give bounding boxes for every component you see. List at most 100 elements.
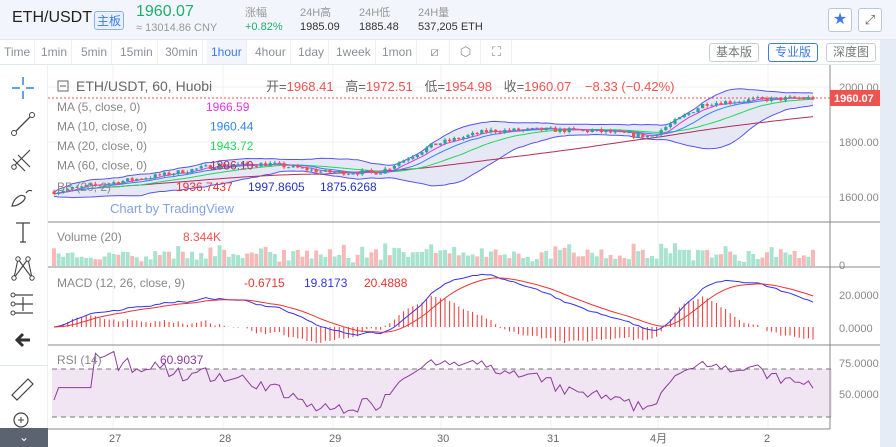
candle-body: [701, 104, 705, 109]
study-value: 1943.72: [210, 139, 254, 153]
volume-bar: [645, 258, 650, 266]
interval-time[interactable]: Time: [0, 40, 36, 64]
candle-body: [448, 139, 452, 141]
ma20-line: [53, 98, 814, 195]
chart-style-icon[interactable]: ⧄: [420, 40, 450, 64]
volume-bar: [530, 261, 535, 266]
collapse-legend-icon[interactable]: [57, 80, 69, 92]
measure-icon[interactable]: [8, 289, 38, 319]
collapse-toolbar-button[interactable]: ⌄: [0, 428, 48, 447]
interval-30min[interactable]: 30min: [161, 40, 203, 64]
legend-low: 1954.98: [445, 79, 492, 94]
back-arrow-icon[interactable]: [8, 325, 38, 355]
volume-bar: [346, 258, 351, 266]
view-depth-button[interactable]: 深度图: [826, 43, 877, 62]
volume-bar: [139, 261, 144, 266]
crosshair-icon[interactable]: [8, 73, 38, 103]
candle-body: [70, 187, 74, 190]
candle-body: [296, 165, 300, 168]
volume-bar: [392, 247, 397, 266]
text-icon[interactable]: [8, 217, 38, 247]
pitchfork-icon[interactable]: [8, 145, 38, 175]
zoom-in-icon[interactable]: [8, 408, 38, 438]
volume-bar: [558, 249, 562, 266]
volume-bar: [360, 246, 365, 266]
volume-bar: [760, 257, 765, 266]
view-basic-button[interactable]: 基本版: [709, 43, 760, 62]
signal-line: [53, 277, 814, 333]
candle-body: [208, 165, 212, 169]
candle-body: [563, 128, 567, 133]
interval-1week[interactable]: 1week: [332, 40, 376, 64]
interval-1day[interactable]: 1day: [294, 40, 330, 64]
volume-bar: [737, 260, 742, 266]
interval-4hour[interactable]: 4hour: [251, 40, 291, 64]
candle-body: [420, 152, 424, 155]
candle-body: [696, 108, 700, 113]
candle-body: [195, 168, 199, 170]
legend-close: 1960.07: [524, 79, 571, 94]
bb-value: 1997.8605: [248, 180, 305, 194]
board-badge: 主板: [94, 11, 125, 30]
volume-bar: [226, 256, 231, 266]
macd-hist-value: -0.6715: [244, 276, 285, 290]
star-icon[interactable]: ★: [828, 8, 852, 32]
volume-bar: [190, 251, 194, 266]
candle-body: [724, 101, 728, 105]
candle-body: [471, 132, 475, 136]
expand-icon[interactable]: ⤢: [858, 8, 882, 32]
volume-bar: [438, 250, 443, 266]
interval-15min[interactable]: 15min: [116, 40, 158, 64]
legend-high: 1972.51: [366, 79, 413, 94]
candle-body: [622, 131, 626, 133]
candle-body: [218, 164, 222, 169]
volume-bar: [456, 255, 461, 266]
volume-bar: [567, 244, 572, 266]
volume-bar: [705, 250, 710, 266]
brush-icon[interactable]: [8, 181, 38, 211]
rsi-line: [53, 350, 814, 415]
interval-5min[interactable]: 5min: [77, 40, 113, 64]
candle-body: [788, 96, 792, 98]
volume-bar: [351, 262, 355, 266]
settings-hexagon-icon[interactable]: ⬡: [451, 40, 481, 64]
screenshot-icon[interactable]: ⛶: [482, 40, 512, 64]
volume-bar: [300, 256, 305, 266]
price-tick: 1800.00: [839, 137, 879, 149]
pattern-icon[interactable]: [8, 253, 38, 283]
price-chart[interactable]: 2000.00 1800.00 1600.00 1960.07 0 20.000…: [48, 65, 880, 447]
candle-body: [346, 173, 350, 175]
interval-1mon[interactable]: 1mon: [378, 40, 418, 64]
volume-bar: [650, 256, 654, 266]
volume-bar: [121, 251, 125, 266]
volume-bar: [328, 249, 332, 266]
candle-body: [268, 163, 272, 167]
volume-bar: [691, 260, 696, 266]
interval-1min[interactable]: 1min: [37, 40, 73, 64]
candle-body: [705, 104, 709, 106]
trend-line-icon[interactable]: [8, 109, 38, 139]
volume-bar: [654, 258, 659, 266]
candle-body: [443, 139, 447, 144]
candle-body: [356, 173, 360, 175]
time-tick: 29: [329, 433, 341, 445]
macd-tick: 0.0000: [839, 323, 873, 335]
view-pro-button[interactable]: 专业版: [768, 43, 819, 62]
volume-bar: [562, 247, 567, 266]
volume-bar: [774, 257, 779, 266]
study-value: 1966.59: [206, 100, 250, 114]
candle-body: [75, 186, 79, 188]
candle-body: [604, 130, 608, 132]
candle-body: [719, 103, 723, 105]
volume-bar: [383, 243, 388, 266]
volume-bar: [305, 250, 309, 266]
macd-value: 19.8173: [304, 276, 348, 290]
study-legend: MA (60, close, 0): [57, 159, 147, 173]
candle-body: [397, 162, 401, 166]
candle-body: [406, 158, 410, 161]
volume-bar: [682, 249, 687, 266]
candle-body: [93, 183, 97, 185]
ruler-icon[interactable]: [8, 373, 38, 403]
interval-1hour[interactable]: 1hour: [207, 40, 247, 64]
candle-body: [126, 178, 130, 181]
